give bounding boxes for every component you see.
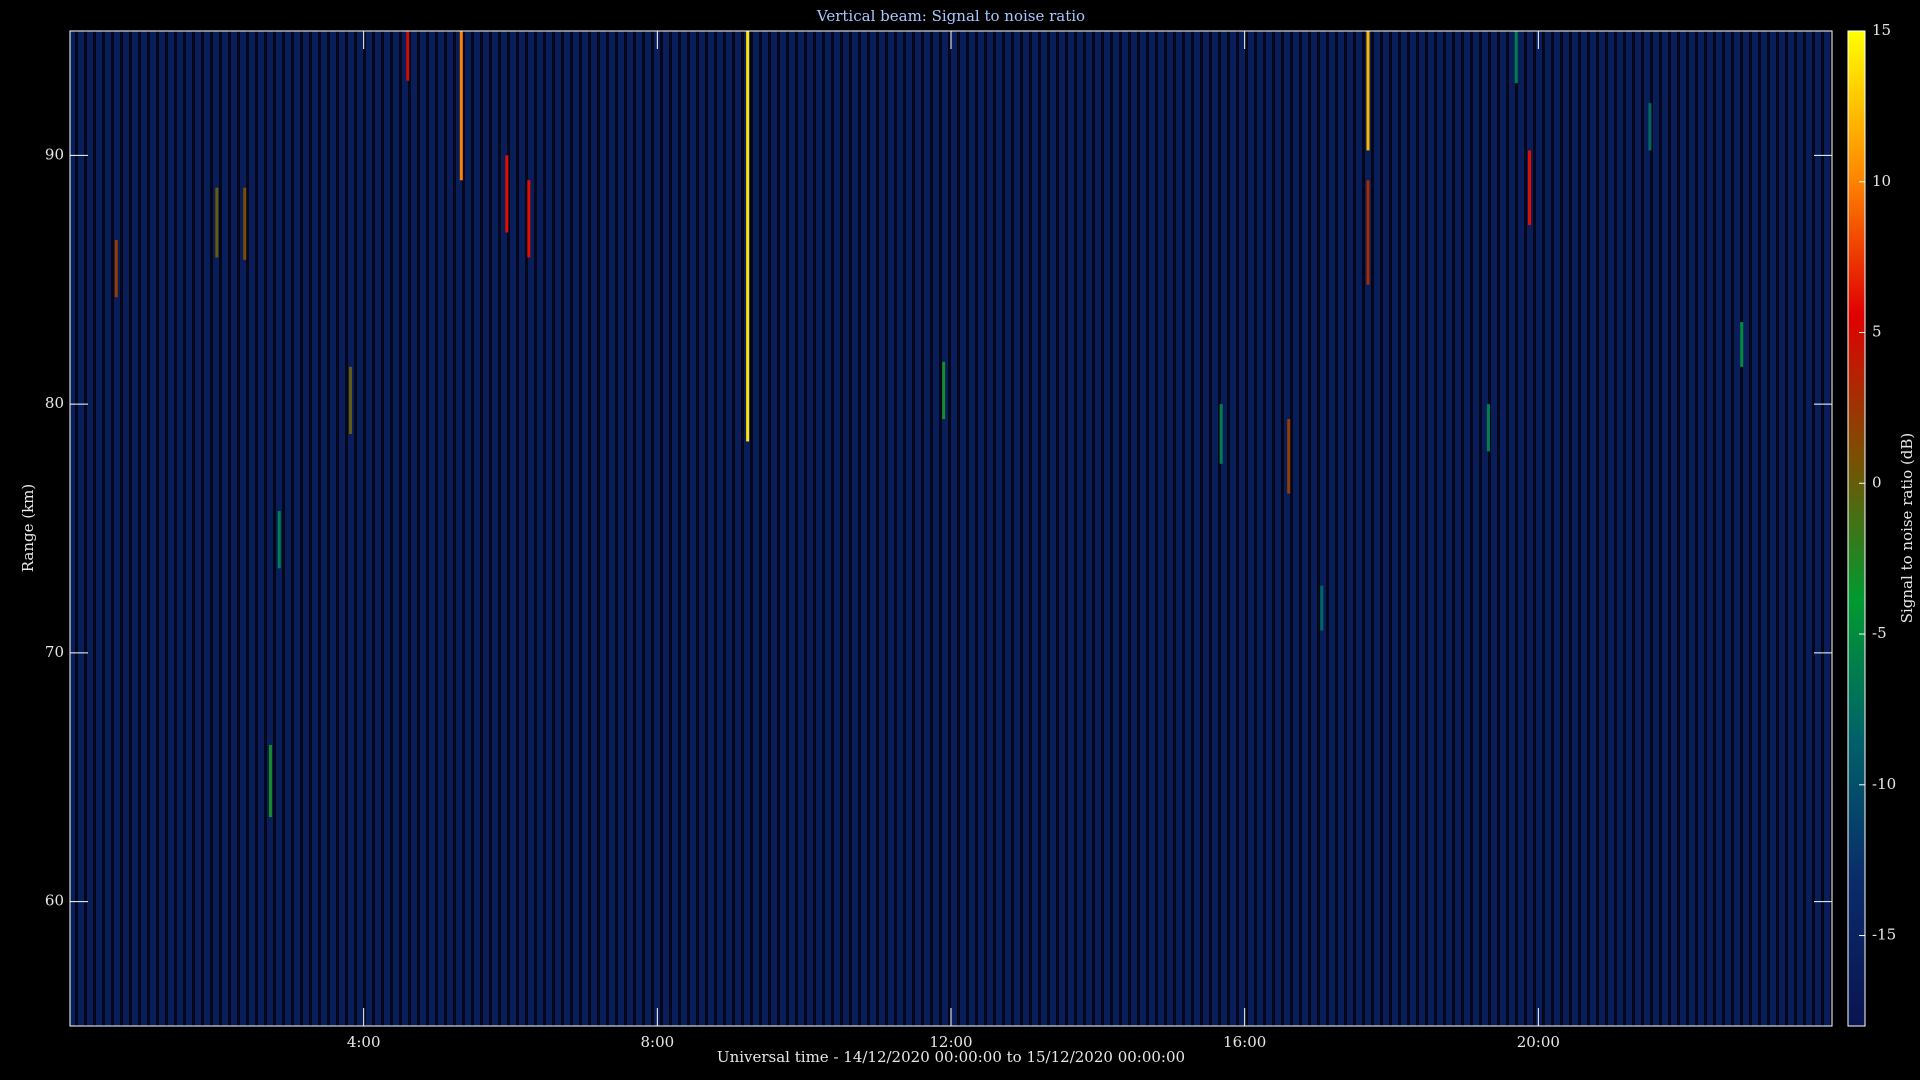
colorbar-tick-label: -10 [1872,775,1896,793]
echo [1528,150,1532,226]
echo [1320,585,1324,631]
echo [942,361,946,420]
y-axis-label: Range (km) [19,484,37,573]
echo [1366,180,1370,285]
x-tick-label: 20:00 [1517,1033,1560,1051]
echo [406,31,410,81]
y-tick-label: 60 [45,892,64,910]
colorbar-tick-label: 15 [1872,21,1891,39]
echo [277,511,281,569]
echo [1514,31,1518,84]
echo [1740,322,1744,367]
colorbar-tick-label: 0 [1872,473,1882,491]
colorbar-tick-label: -15 [1872,926,1896,944]
x-axis-label: Universal time - 14/12/2020 00:00:00 to … [717,1048,1185,1066]
echo [1648,103,1652,151]
x-tick-label: 4:00 [347,1033,381,1051]
echo [243,187,247,260]
echo [746,31,750,442]
y-tick-label: 70 [45,643,64,661]
echo [527,180,531,258]
x-tick-label: 16:00 [1223,1033,1266,1051]
colorbar-tick-label: -5 [1872,624,1887,642]
chart-title: Vertical beam: Signal to noise ratio [816,7,1085,25]
y-tick-label: 80 [45,394,64,412]
echo [1219,404,1223,464]
echo [505,155,509,233]
x-tick-label: 12:00 [929,1033,972,1051]
x-tick-label: 8:00 [640,1033,674,1051]
echo [1287,419,1291,494]
echo [114,239,118,298]
echo [348,366,352,434]
data-gaps [70,31,1832,1026]
echo [1366,31,1370,151]
y-tick-label: 90 [45,145,64,163]
echo [215,187,219,258]
echo [459,31,463,181]
echo [1486,404,1490,452]
colorbar [1847,30,1866,1027]
colorbar-tick-label: 5 [1872,323,1882,341]
colorbar-label: Signal to noise ratio (dB) [1898,433,1916,624]
echo [268,744,272,818]
colorbar-tick-label: 10 [1872,172,1891,190]
